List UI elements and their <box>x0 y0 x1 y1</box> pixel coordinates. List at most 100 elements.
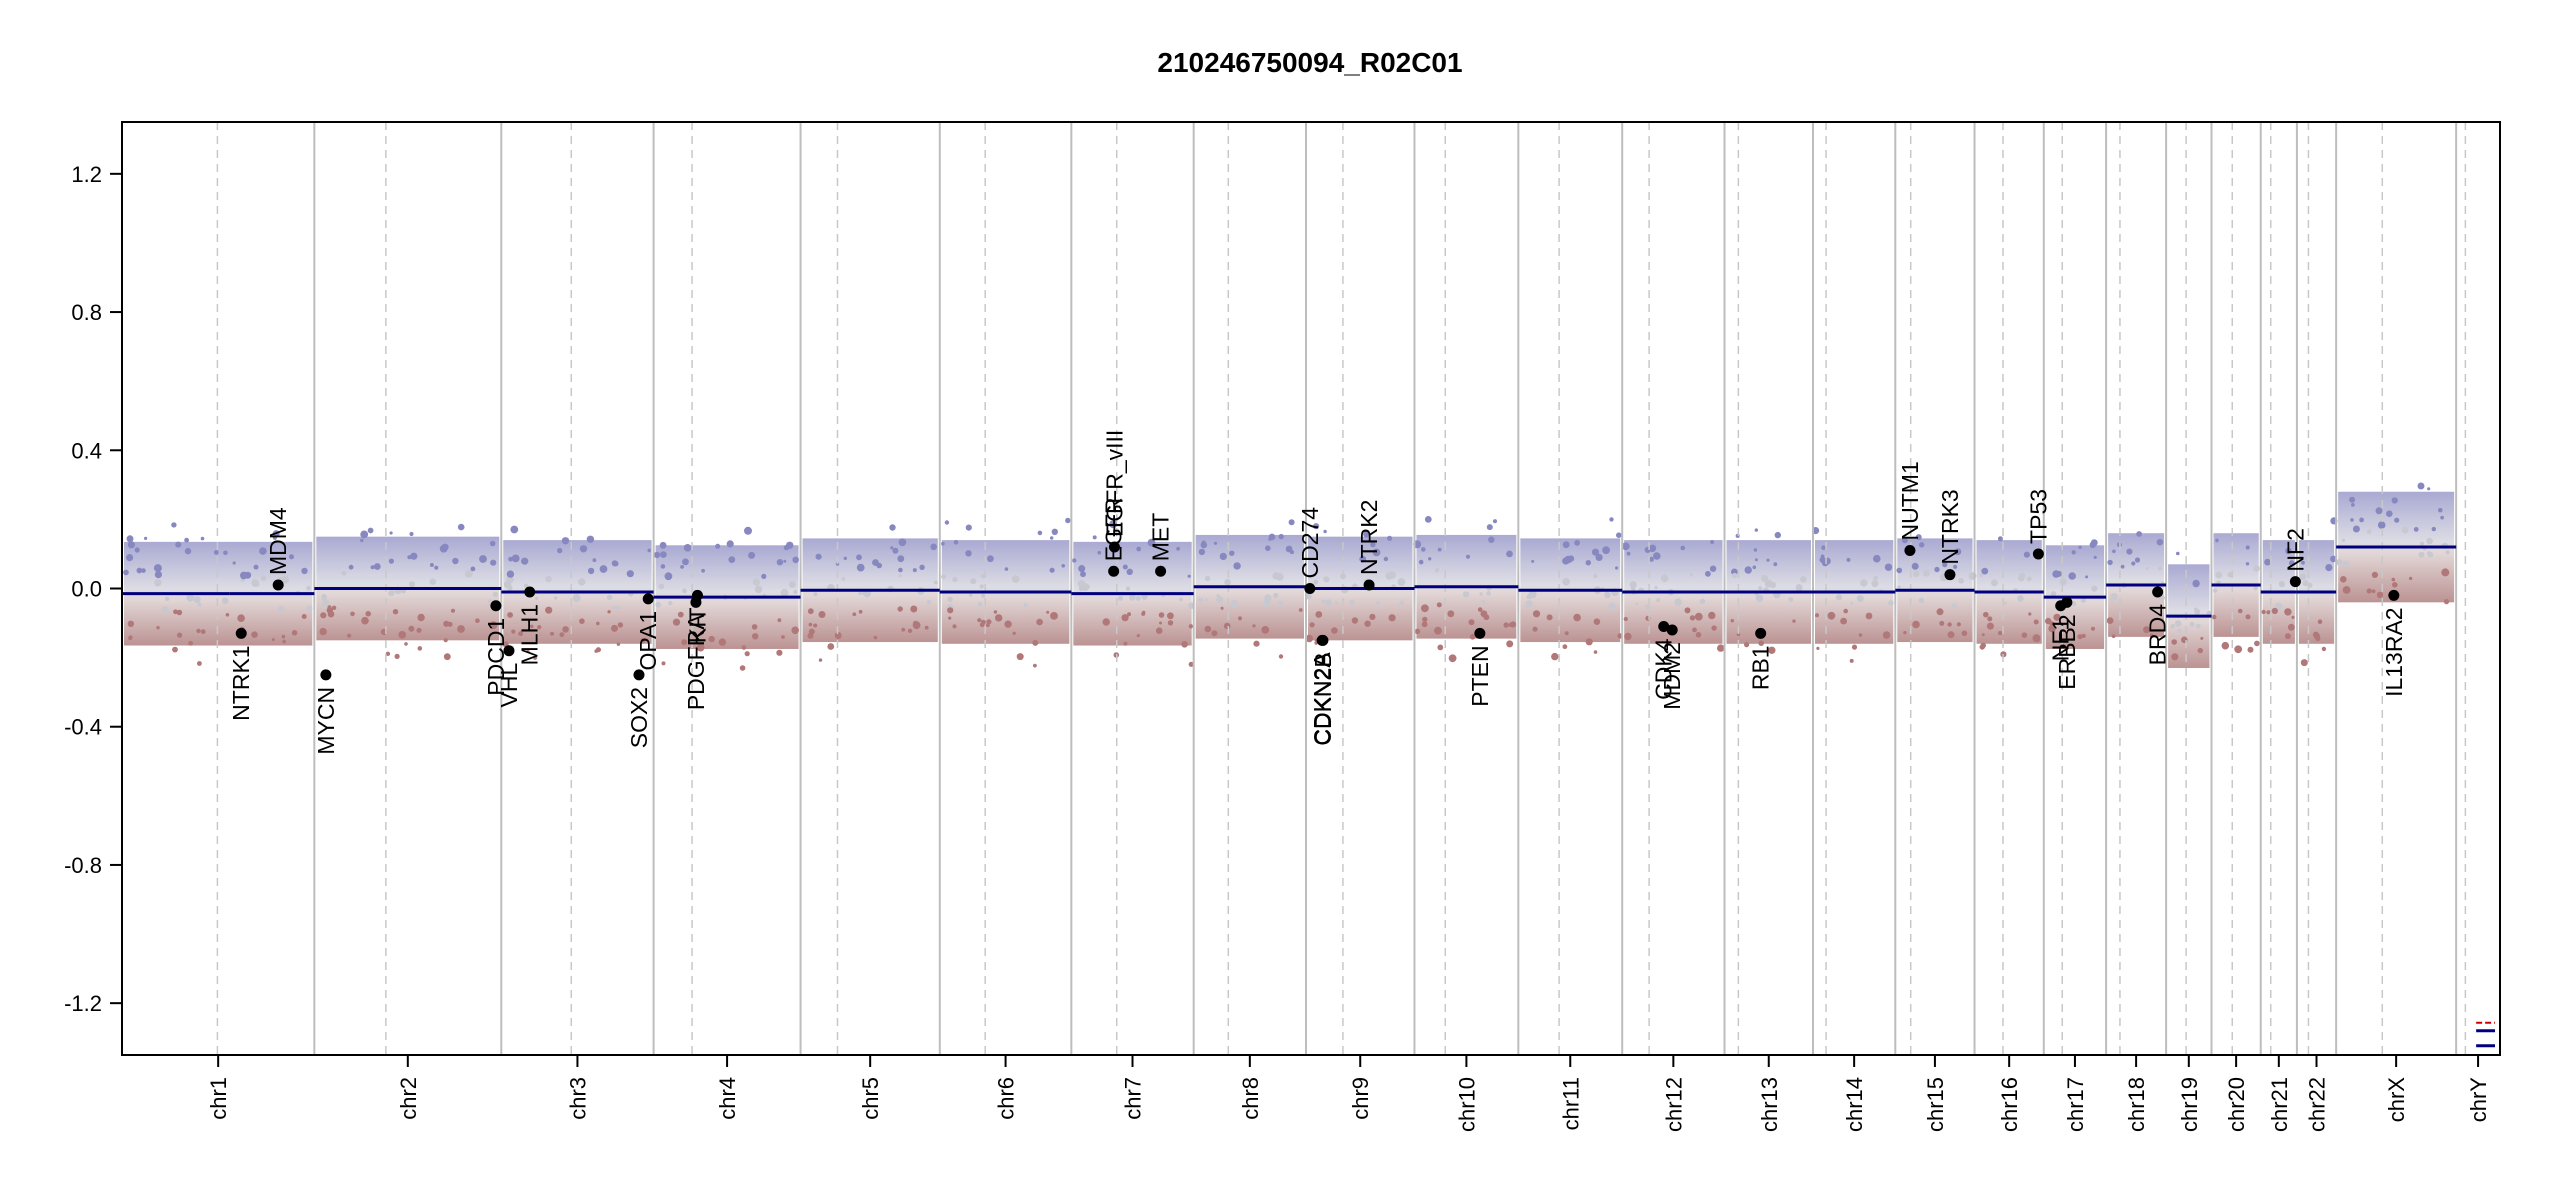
probe-point <box>1981 633 1985 637</box>
probe-point <box>1856 595 1864 603</box>
probe-point <box>748 551 756 559</box>
probe-point <box>2234 645 2243 654</box>
probe-point <box>2366 529 2372 534</box>
probe-point <box>616 605 620 610</box>
probe-point <box>361 616 369 625</box>
chr-label-chr17: chr17 <box>2063 1077 2088 1132</box>
probe-point <box>457 523 465 531</box>
gene-label-vhl: VHL <box>496 662 522 707</box>
probe-point <box>2427 487 2431 491</box>
probe-point <box>1125 586 1131 591</box>
probe-point <box>1947 631 1955 639</box>
probe-point <box>1004 620 1012 628</box>
probe-point <box>2052 570 2060 578</box>
gene-marker-nf1 <box>2055 600 2067 612</box>
probe-point <box>2081 633 2086 639</box>
probe-point <box>2120 564 2125 569</box>
probe-point <box>1198 597 1204 603</box>
probe-point <box>409 581 415 588</box>
probe-point <box>898 574 903 578</box>
probe-point <box>2359 517 2365 523</box>
gene-label-cdk4: CDK4 <box>1651 638 1677 700</box>
probe-point <box>2349 496 2356 503</box>
probe-point <box>1851 644 1858 650</box>
probe-point <box>1532 610 1541 618</box>
probe-point <box>1167 612 1174 620</box>
probe-point <box>858 591 862 596</box>
probe-point <box>475 618 480 623</box>
probe-point <box>1901 537 1908 544</box>
probe-point <box>1313 579 1319 585</box>
probe-point <box>1265 545 1271 551</box>
probe-point <box>2071 550 2076 555</box>
probe-point <box>739 665 746 671</box>
probe-point <box>2003 601 2007 605</box>
probe-point <box>969 593 973 597</box>
probe-point <box>464 569 473 578</box>
probe-point <box>2194 608 2201 615</box>
probe-point <box>507 612 513 618</box>
probe-point <box>1121 614 1129 622</box>
probe-point <box>1753 548 1758 552</box>
probe-point <box>2438 507 2443 513</box>
probe-point <box>2371 571 2378 579</box>
gene-marker-cdkn2b <box>1317 634 1329 646</box>
probe-point <box>2420 541 2425 546</box>
probe-point <box>1897 585 1901 589</box>
probe-point <box>511 554 520 563</box>
probe-point <box>606 594 613 601</box>
probe-point <box>1065 517 1071 524</box>
gene-marker-mycn <box>320 669 332 681</box>
probe-point <box>1437 644 1444 651</box>
probe-point <box>184 547 192 555</box>
chr-label-chr3: chr3 <box>565 1077 590 1120</box>
probe-point <box>834 632 842 639</box>
probe-point <box>1364 620 1371 627</box>
probe-point <box>320 612 327 619</box>
probe-point <box>1609 517 1614 522</box>
probe-point <box>934 580 938 585</box>
probe-point <box>223 550 228 556</box>
probe-point <box>681 639 688 646</box>
probe-point <box>1585 560 1592 566</box>
probe-point <box>2143 626 2150 634</box>
probe-point <box>947 596 953 603</box>
probe-point <box>2156 538 2164 546</box>
probe-point <box>2376 591 2384 599</box>
gene-label-ntrk2: NTRK2 <box>1356 500 1382 575</box>
probe-point <box>781 635 785 639</box>
probe-point <box>1486 591 1491 596</box>
gene-marker-vhl <box>503 645 515 657</box>
probe-point <box>2197 647 2203 654</box>
probe-point <box>1204 598 1208 602</box>
probe-point <box>1418 559 1424 565</box>
probe-point <box>1359 555 1367 563</box>
gene-label-met: MET <box>1148 513 1174 562</box>
probe-point <box>537 625 542 630</box>
probe-point <box>1546 614 1553 621</box>
gene-label-mdm4: MDM4 <box>265 507 291 575</box>
probe-point <box>815 553 822 560</box>
probe-point <box>2426 551 2432 556</box>
probe-point <box>123 569 129 576</box>
probe-point <box>841 577 846 581</box>
probe-point <box>1690 573 1694 577</box>
probe-point <box>388 558 394 564</box>
probe-point <box>941 574 947 580</box>
gene-label-il13ra2: IL13RA2 <box>2381 607 2407 697</box>
probe-point <box>977 601 983 607</box>
probe-point <box>1562 644 1568 650</box>
probe-point <box>2149 633 2154 637</box>
probe-point <box>1147 538 1156 547</box>
probe-point <box>986 619 992 625</box>
probe-point <box>658 583 665 590</box>
probe-point <box>492 591 499 597</box>
probe-point <box>370 565 375 570</box>
probe-point <box>350 611 355 617</box>
probe-point <box>924 625 929 630</box>
probe-point <box>1477 607 1483 612</box>
probe-point <box>557 547 563 554</box>
probe-point <box>1823 557 1831 565</box>
probe-point <box>2330 555 2337 563</box>
probe-point <box>253 564 259 570</box>
